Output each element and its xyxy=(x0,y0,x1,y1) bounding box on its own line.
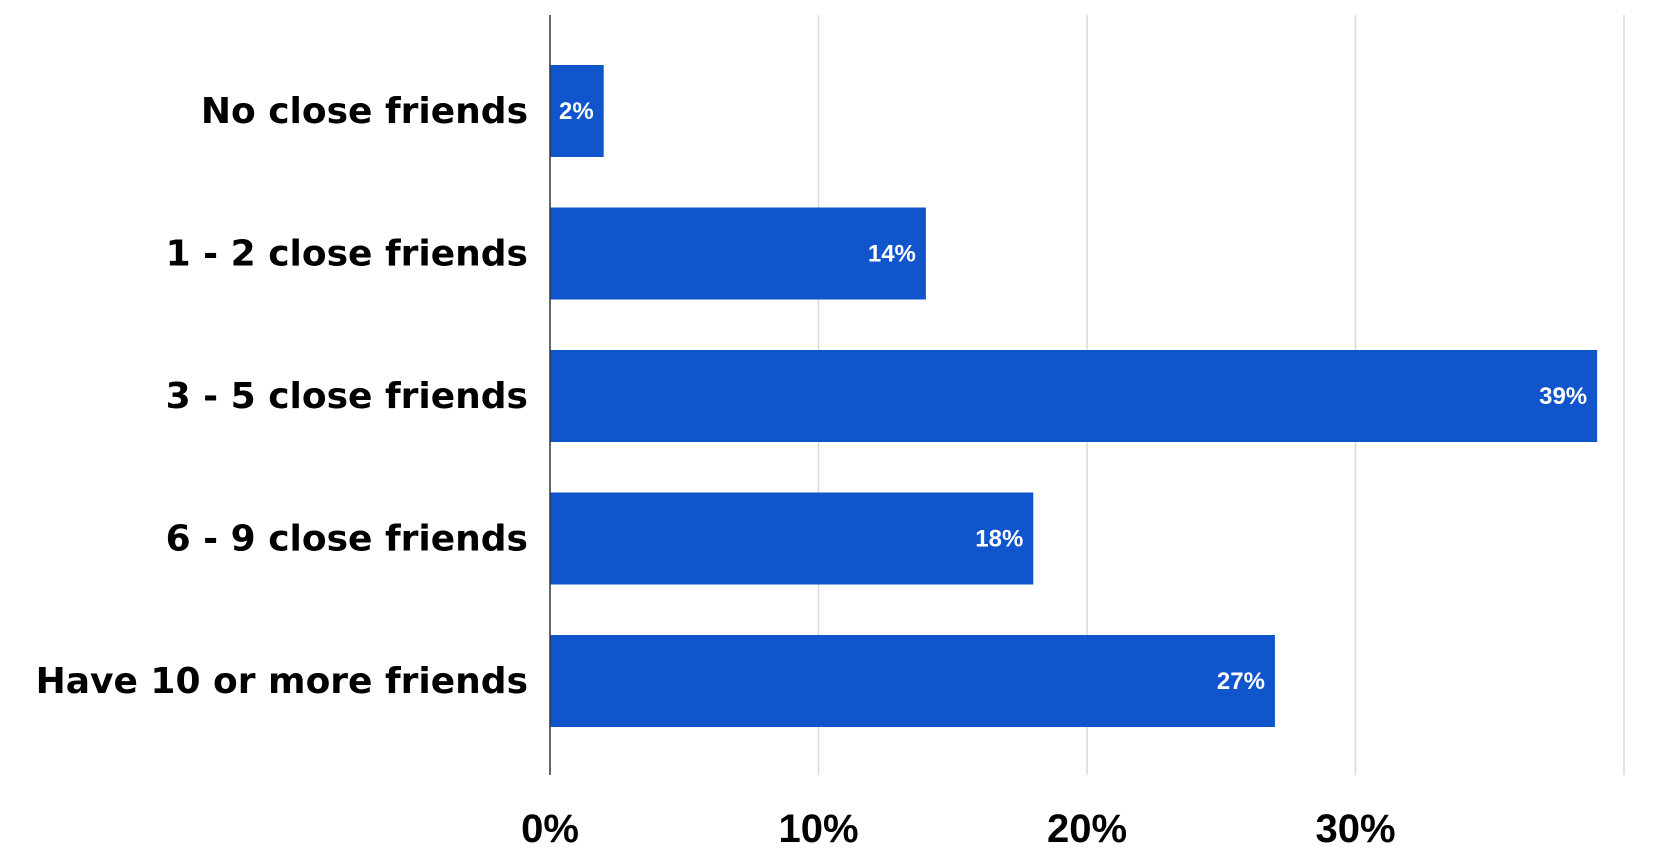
x-axis-tick-labels: 0% 10% 20% 30% xyxy=(521,807,1395,851)
category-label-2: 3 - 5 close friends xyxy=(166,376,528,417)
bar-0 xyxy=(550,65,604,157)
bar-4 xyxy=(550,635,1275,727)
bar-3 xyxy=(550,492,1034,585)
category-label-3: 6 - 9 close friends xyxy=(166,519,528,560)
data-label-0: 2% xyxy=(559,98,594,125)
category-label-1: 1 - 2 close friends xyxy=(166,234,528,275)
x-tick-label-1: 10% xyxy=(778,807,858,851)
data-label-2: 39% xyxy=(1539,383,1587,410)
category-label-0: No close friends xyxy=(201,91,528,132)
category-labels: No close friends 1 - 2 close friends 3 - 5… xyxy=(36,91,528,702)
x-tick-label-2: 20% xyxy=(1047,807,1127,851)
category-label-4: Have 10 or more friends xyxy=(36,661,528,702)
x-tick-label-0: 0% xyxy=(521,807,579,851)
data-labels: 2% 14% 39% 18% 27% xyxy=(559,98,1587,695)
data-label-3: 18% xyxy=(975,526,1023,553)
x-tick-label-3: 30% xyxy=(1315,807,1395,851)
bars xyxy=(550,65,1598,727)
bar-1 xyxy=(550,207,926,300)
bar-2 xyxy=(550,350,1598,442)
data-label-1: 14% xyxy=(868,241,916,268)
data-label-4: 27% xyxy=(1217,668,1265,695)
